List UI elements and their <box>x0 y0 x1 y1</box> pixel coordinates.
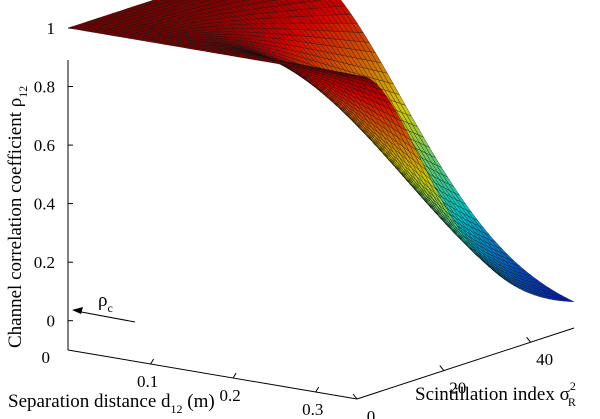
y-tick-label: 0 <box>367 407 376 419</box>
annotation-arrowhead <box>72 307 83 314</box>
y-tick-mark <box>526 336 531 343</box>
y-tick-labels: 0 20 40 <box>352 336 553 419</box>
rho-c-annotation: ρc <box>72 290 136 323</box>
z-tick-label: 1 <box>47 19 56 38</box>
x-tick-mark <box>232 372 237 379</box>
z-tick-label: 0.6 <box>34 136 55 155</box>
y-tick-mark <box>352 393 358 400</box>
z-axis-label: Channel correlation coefficient ρ12 <box>5 86 30 348</box>
z-axis-end-label: 0 <box>42 348 51 367</box>
y-axis-line <box>356 327 575 400</box>
z-tick-label: 0.2 <box>34 253 55 272</box>
y-tick-mark <box>439 365 445 371</box>
x-tick-labels: 0.1 0.2 0.3 <box>137 358 323 419</box>
axes <box>67 60 575 400</box>
x-tick-mark <box>315 386 320 393</box>
x-tick-mark <box>150 358 155 365</box>
rho-c-label: ρc <box>98 290 113 315</box>
y-axis-label: Scintillation index σ2 R <box>415 379 576 409</box>
z-tick-label: 0.8 <box>34 78 55 97</box>
x-tick-label: 0.3 <box>302 400 323 419</box>
y-tick-label: 20 <box>449 379 466 398</box>
x-axis-line <box>67 349 358 400</box>
surface-patch <box>350 75 362 78</box>
z-tick-label: 0 <box>47 312 56 331</box>
x-tick-label: 0.1 <box>137 372 158 391</box>
surface-mesh <box>67 0 575 302</box>
x-tick-label: 0.2 <box>219 386 240 405</box>
z-tick-label: 0.4 <box>34 195 56 214</box>
y-tick-label: 40 <box>536 350 553 369</box>
x-axis-label: Separation distance d12 (m) <box>8 391 215 416</box>
z-tick-labels: 0 0.2 0.4 0.6 0.8 1 <box>34 19 73 331</box>
